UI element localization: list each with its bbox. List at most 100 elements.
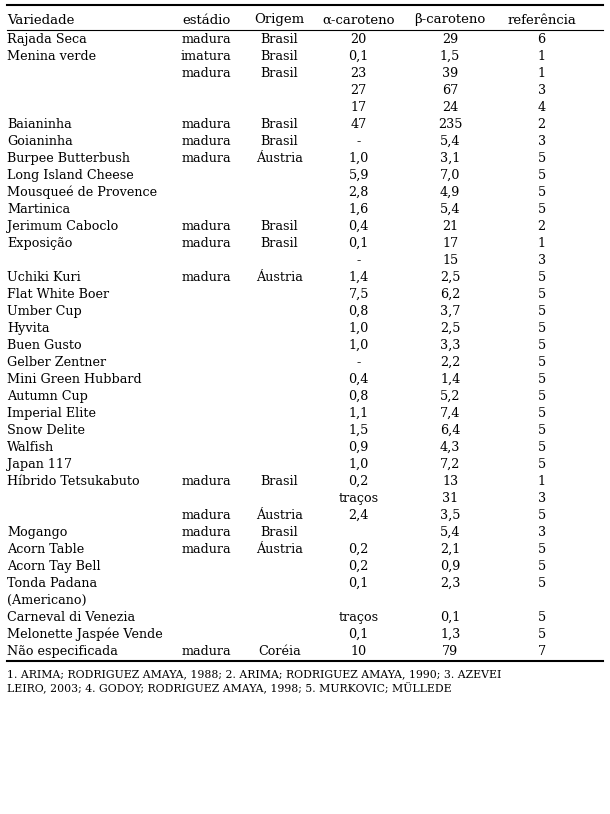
Text: 3: 3 xyxy=(537,254,546,267)
Text: 0,9: 0,9 xyxy=(440,560,461,573)
Text: 4: 4 xyxy=(537,101,546,114)
Text: 5: 5 xyxy=(537,610,546,624)
Text: 5: 5 xyxy=(537,543,546,556)
Text: 17: 17 xyxy=(442,237,458,250)
Text: 2,8: 2,8 xyxy=(348,186,369,199)
Text: α-caroteno: α-caroteno xyxy=(323,14,395,27)
Text: 2: 2 xyxy=(537,220,546,233)
Text: 7,5: 7,5 xyxy=(348,288,369,301)
Text: 10: 10 xyxy=(351,645,367,658)
Text: Menina verde: Menina verde xyxy=(7,50,96,63)
Text: -: - xyxy=(357,356,361,369)
Text: 5: 5 xyxy=(537,457,546,470)
Text: 2,1: 2,1 xyxy=(440,543,461,556)
Text: 5,9: 5,9 xyxy=(348,168,369,182)
Text: Martinica: Martinica xyxy=(7,203,70,216)
Text: Goianinha: Goianinha xyxy=(7,135,73,148)
Text: Não especificada: Não especificada xyxy=(7,645,118,658)
Text: 0,2: 0,2 xyxy=(348,543,369,556)
Text: 7: 7 xyxy=(537,645,546,658)
Text: 2,3: 2,3 xyxy=(440,577,461,590)
Text: Umber Cup: Umber Cup xyxy=(7,305,82,317)
Text: Variedade: Variedade xyxy=(7,14,74,27)
Text: 1. ARIMA; RODRIGUEZ AMAYA, 1988; 2. ARIMA; RODRIGUEZ AMAYA, 1990; 3. AZEVEI: 1. ARIMA; RODRIGUEZ AMAYA, 1988; 2. ARIM… xyxy=(7,670,501,680)
Text: 0,8: 0,8 xyxy=(348,390,369,403)
Text: 1,3: 1,3 xyxy=(440,628,461,641)
Text: 3: 3 xyxy=(537,135,546,148)
Text: 1: 1 xyxy=(537,475,546,488)
Text: traços: traços xyxy=(339,492,379,505)
Text: imatura: imatura xyxy=(181,50,232,63)
Text: Long Island Cheese: Long Island Cheese xyxy=(7,168,134,182)
Text: 0,2: 0,2 xyxy=(348,560,369,573)
Text: Exposição: Exposição xyxy=(7,237,73,250)
Text: Mogango: Mogango xyxy=(7,526,68,539)
Text: madura: madura xyxy=(181,220,231,233)
Text: 0,1: 0,1 xyxy=(440,610,461,624)
Text: 5: 5 xyxy=(537,305,546,317)
Text: 1,4: 1,4 xyxy=(440,373,461,386)
Text: Melonette Jaspée Vende: Melonette Jaspée Vende xyxy=(7,628,163,641)
Text: 235: 235 xyxy=(438,118,462,131)
Text: 5: 5 xyxy=(537,152,546,165)
Text: 1,0: 1,0 xyxy=(348,322,369,335)
Text: estádio: estádio xyxy=(182,14,231,27)
Text: 0,9: 0,9 xyxy=(348,441,369,454)
Text: Acorn Tay Bell: Acorn Tay Bell xyxy=(7,560,101,573)
Text: Tonda Padana: Tonda Padana xyxy=(7,577,98,590)
Text: 5: 5 xyxy=(537,390,546,403)
Text: Brasil: Brasil xyxy=(260,33,298,46)
Text: 67: 67 xyxy=(442,84,458,97)
Text: madura: madura xyxy=(181,509,231,522)
Text: 5: 5 xyxy=(537,322,546,335)
Text: madura: madura xyxy=(181,645,231,658)
Text: 4,9: 4,9 xyxy=(440,186,461,199)
Text: 3,5: 3,5 xyxy=(440,509,461,522)
Text: 27: 27 xyxy=(351,84,367,97)
Text: 2,5: 2,5 xyxy=(440,271,461,284)
Text: madura: madura xyxy=(181,118,231,131)
Text: 5: 5 xyxy=(537,203,546,216)
Text: Acorn Table: Acorn Table xyxy=(7,543,85,556)
Text: 29: 29 xyxy=(442,33,458,46)
Text: 47: 47 xyxy=(351,118,367,131)
Text: 21: 21 xyxy=(442,220,458,233)
Text: Mini Green Hubbard: Mini Green Hubbard xyxy=(7,373,142,386)
Text: Baianinha: Baianinha xyxy=(7,118,72,131)
Text: 13: 13 xyxy=(442,475,458,488)
Text: Áustria: Áustria xyxy=(256,152,303,165)
Text: madura: madura xyxy=(181,475,231,488)
Text: 2,5: 2,5 xyxy=(440,322,461,335)
Text: 5: 5 xyxy=(537,288,546,301)
Text: 0,1: 0,1 xyxy=(348,50,369,63)
Text: -: - xyxy=(357,254,361,267)
Text: Brasil: Brasil xyxy=(260,135,298,148)
Text: traços: traços xyxy=(339,610,379,624)
Text: 4,3: 4,3 xyxy=(440,441,461,454)
Text: 5: 5 xyxy=(537,441,546,454)
Text: Brasil: Brasil xyxy=(260,118,298,131)
Text: Origem: Origem xyxy=(254,14,304,27)
Text: 7,4: 7,4 xyxy=(440,407,461,420)
Text: madura: madura xyxy=(181,135,231,148)
Text: Áustria: Áustria xyxy=(256,271,303,284)
Text: 5,4: 5,4 xyxy=(440,526,461,539)
Text: Brasil: Brasil xyxy=(260,526,298,539)
Text: 2,4: 2,4 xyxy=(348,509,369,522)
Text: madura: madura xyxy=(181,543,231,556)
Text: Buen Gusto: Buen Gusto xyxy=(7,339,82,352)
Text: 0,1: 0,1 xyxy=(348,577,369,590)
Text: 23: 23 xyxy=(351,67,367,80)
Text: 5: 5 xyxy=(537,509,546,522)
Text: Brasil: Brasil xyxy=(260,50,298,63)
Text: 0,4: 0,4 xyxy=(348,373,369,386)
Text: β-caroteno: β-caroteno xyxy=(415,14,486,27)
Text: 2: 2 xyxy=(537,118,546,131)
Text: 6: 6 xyxy=(537,33,546,46)
Text: 1: 1 xyxy=(537,237,546,250)
Text: 0,1: 0,1 xyxy=(348,237,369,250)
Text: Uchiki Kuri: Uchiki Kuri xyxy=(7,271,81,284)
Text: (Americano): (Americano) xyxy=(7,594,87,607)
Text: Rajada Seca: Rajada Seca xyxy=(7,33,87,46)
Text: Brasil: Brasil xyxy=(260,237,298,250)
